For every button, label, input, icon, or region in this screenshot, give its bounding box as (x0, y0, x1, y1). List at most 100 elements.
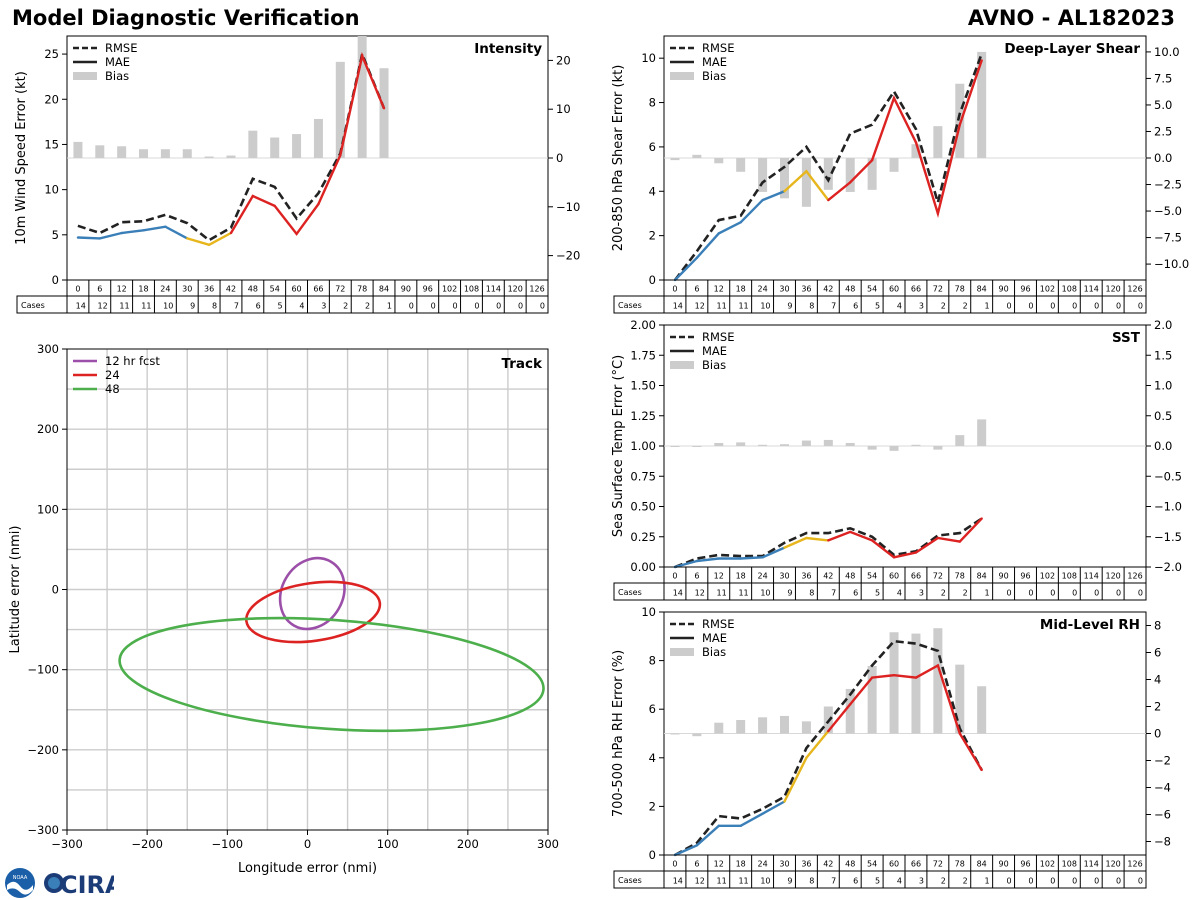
intensity-case-count: 0 (540, 302, 545, 311)
intensity-hour-label: 114 (486, 285, 501, 294)
sst-hour-label: 108 (1062, 572, 1077, 581)
logos: NOAA CIRA (5, 868, 114, 899)
sst-panel-title: SST (1112, 330, 1141, 346)
shear-legend-rmse-label: RMSE (702, 41, 734, 55)
shear-case-count: 4 (897, 302, 902, 311)
sst-ytick-label: 1.50 (630, 379, 656, 393)
rh-bias-bar (889, 632, 899, 734)
intensity-ytick-label: 20 (44, 92, 59, 106)
shear-mae-point (849, 181, 852, 184)
sst-case-count: 0 (1138, 589, 1143, 598)
rh-bias-bar (911, 633, 921, 734)
shear-hour-label: 42 (823, 285, 833, 294)
rh-ytick-label: 2 (649, 799, 656, 813)
shear-mae-point (761, 198, 764, 202)
intensity-hour-label: 90 (401, 285, 411, 294)
sst-mae-point (914, 551, 918, 554)
sst-legend-bias-swatch (670, 361, 694, 369)
sst-y2tick-label: 1.0 (1154, 379, 1172, 393)
shear-case-count: 12 (695, 302, 705, 311)
intensity-bias-bar (73, 141, 83, 158)
intensity-cases-row (16, 295, 549, 314)
intensity-mae-point (76, 236, 80, 239)
intensity-mae-point (273, 204, 276, 208)
intensity-hour-label: 42 (226, 285, 236, 294)
rh-hour-label: 108 (1062, 860, 1077, 869)
shear-y2tick-label: −7.5 (1154, 231, 1182, 245)
shear-bias-bar (889, 158, 899, 172)
sst-y2tick-label: −1.0 (1154, 500, 1182, 514)
intensity-case-count: 0 (431, 302, 436, 311)
rh-hour-label: 54 (867, 860, 877, 869)
rh-ytick-label: 0 (649, 848, 656, 862)
shear-hour-label: 0 (672, 285, 677, 294)
shear-case-count: 8 (809, 302, 814, 311)
sst-hour-label: 0 (672, 572, 677, 581)
sst-bias-bar (977, 419, 987, 446)
rh-ylabel: 700-500 hPa RH Error (%) (611, 650, 626, 817)
shear-mae-point (958, 123, 961, 126)
shear-hour-label: 108 (1062, 285, 1077, 294)
track-xtick-label: −300 (51, 837, 83, 851)
shear-case-count: 0 (1138, 302, 1143, 311)
sst-hour-label: 48 (845, 572, 855, 581)
intensity-y2tick-label: 20 (556, 53, 571, 67)
rh-mae-point (827, 729, 830, 733)
shear-y2tick-label: −10.0 (1154, 257, 1189, 271)
sst-case-count: 1 (985, 589, 990, 598)
rh-hour-label: 84 (977, 860, 987, 869)
sst-hour-label: 72 (933, 572, 943, 581)
shear-mae-line (827, 60, 983, 218)
intensity-case-count: 9 (190, 302, 195, 311)
rh-mae-point (783, 800, 786, 803)
sst-bias-bar (823, 439, 833, 446)
sst-ytick-label: 2.00 (630, 318, 656, 332)
track-ytick-label: −200 (27, 743, 59, 757)
shear-legend-bias-swatch (670, 72, 694, 80)
intensity-mae-point (164, 225, 167, 228)
rh-legend-mae-label: MAE (702, 631, 727, 645)
shear-hour-label: 6 (694, 285, 699, 294)
rh-case-count: 2 (941, 877, 946, 886)
sst-bias-bar (911, 444, 921, 446)
rh-hour-label: 60 (889, 860, 899, 869)
intensity-mae-point (360, 54, 364, 58)
intensity-case-count: 2 (343, 302, 348, 311)
shear-hour-label: 120 (1105, 285, 1120, 294)
intensity-mae-point (295, 232, 298, 236)
sst-case-count: 0 (1006, 589, 1011, 598)
intensity-hour-label: 6 (97, 285, 102, 294)
shear-mae-point (892, 96, 896, 100)
sst-hour-label: 12 (714, 572, 724, 581)
intensity-case-count: 14 (76, 302, 86, 311)
intensity-bias-bar (95, 145, 105, 158)
sst-hour-label: 18 (736, 572, 746, 581)
sst-bias-bar (889, 446, 899, 451)
shear-hour-label: 12 (714, 285, 724, 294)
sst-case-count: 2 (963, 589, 968, 598)
intensity-hour-label: 108 (464, 285, 479, 294)
rh-hour-label: 66 (911, 860, 921, 869)
rh-case-count: 1 (985, 877, 990, 886)
sst-case-count: 0 (1116, 589, 1121, 598)
intensity-mae-point (382, 107, 386, 110)
rh-case-count: 3 (919, 877, 924, 886)
sst-mae-line (674, 546, 785, 569)
intensity-mae-point (317, 202, 320, 206)
intensity-case-count: 11 (141, 302, 151, 311)
rh-mae-point (849, 703, 852, 706)
rh-hour-label: 18 (736, 860, 746, 869)
track-ellipse-2 (118, 616, 545, 733)
rh-hour-label: 120 (1105, 860, 1120, 869)
shear-mae-line (674, 190, 785, 281)
sst-case-count: 7 (831, 589, 836, 598)
sst-case-count: 10 (760, 589, 770, 598)
rh-cases-row (613, 870, 1147, 889)
sst-mae-point (849, 530, 852, 534)
shear-case-count: 2 (963, 302, 968, 311)
shear-mae-point (717, 232, 720, 235)
sst-hour-label: 126 (1127, 572, 1142, 581)
shear-case-count: 9 (787, 302, 792, 311)
sst-y2tick-label: −2.0 (1154, 560, 1182, 574)
